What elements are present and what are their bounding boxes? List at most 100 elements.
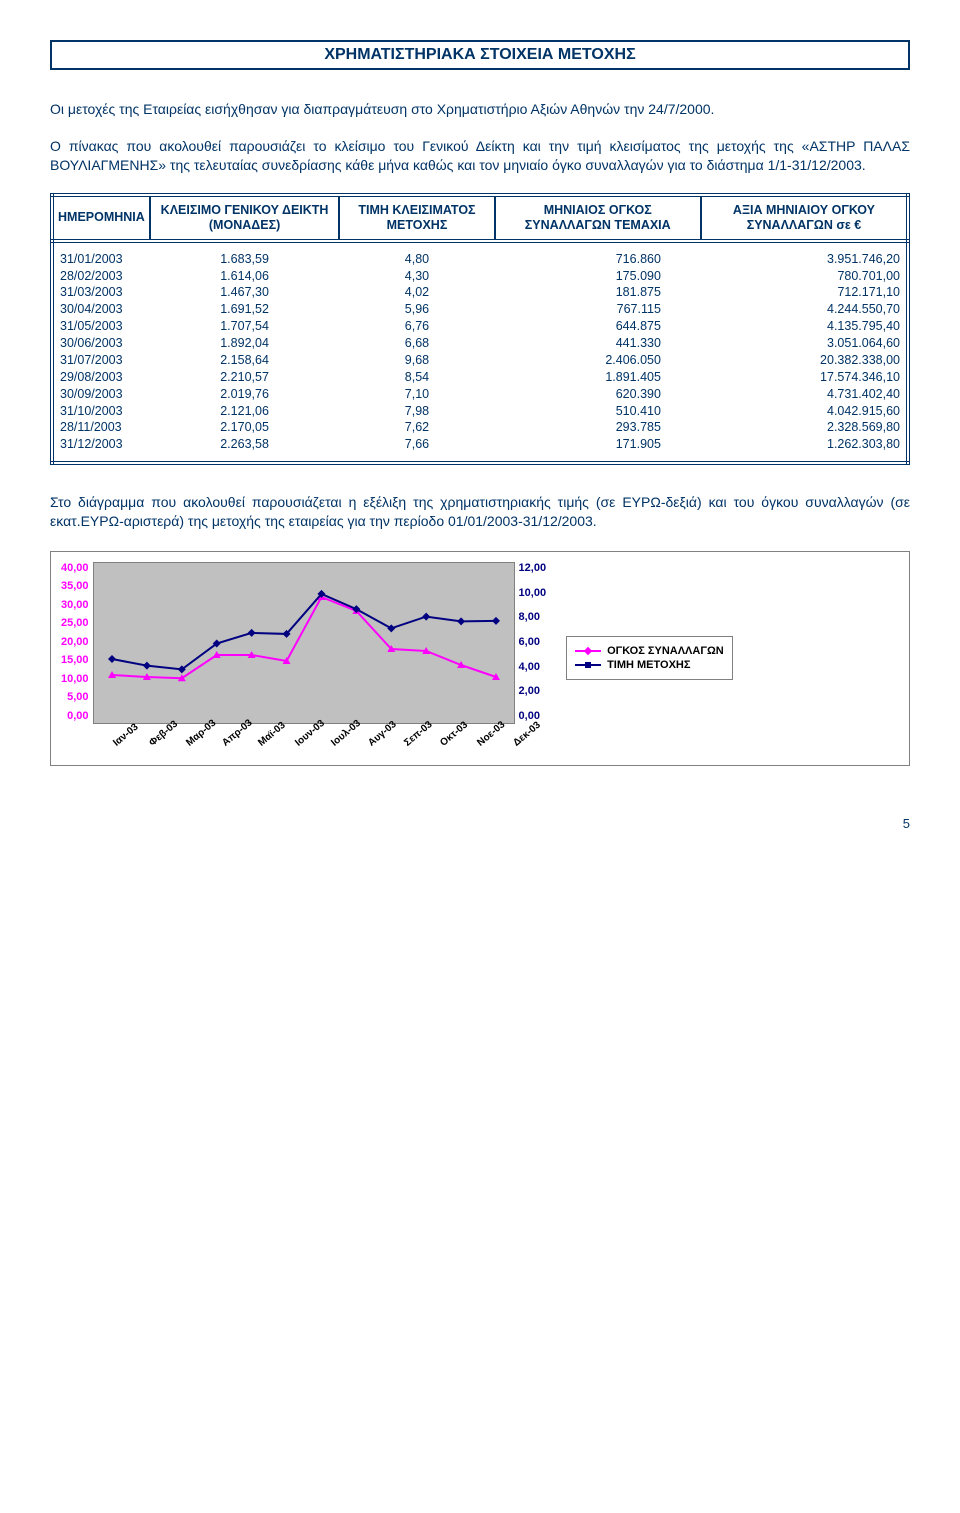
intro-paragraph-1: Οι μετοχές της Εταιρείας εισήχθησαν για … — [50, 100, 910, 119]
ytick-right: 4,00 — [519, 661, 547, 673]
cell-value: 4.042.915,60 — [701, 403, 908, 420]
cell-date: 28/02/2003 — [52, 268, 150, 285]
cell-date: 29/08/2003 — [52, 369, 150, 386]
cell-index: 1.892,04 — [150, 335, 340, 352]
cell-price: 4,80 — [339, 241, 494, 268]
cell-volume: 644.875 — [495, 318, 701, 335]
ytick-right: 10,00 — [519, 587, 547, 599]
cell-date: 31/05/2003 — [52, 318, 150, 335]
cell-index: 2.210,57 — [150, 369, 340, 386]
ytick-left: 40,00 — [61, 562, 89, 574]
cell-volume: 175.090 — [495, 268, 701, 285]
cell-date: 28/11/2003 — [52, 419, 150, 436]
cell-value: 17.574.346,10 — [701, 369, 908, 386]
cell-value: 3.951.746,20 — [701, 241, 908, 268]
cell-volume: 441.330 — [495, 335, 701, 352]
ytick-right: 0,00 — [519, 710, 547, 722]
legend-marker-volume — [575, 650, 601, 652]
cell-date: 31/07/2003 — [52, 352, 150, 369]
cell-volume: 2.406.050 — [495, 352, 701, 369]
cell-value: 1.262.303,80 — [701, 436, 908, 463]
table-row: 31/12/20032.263,587,66171.9051.262.303,8… — [52, 436, 908, 463]
table-row: 31/03/20031.467,304,02181.875712.171,10 — [52, 284, 908, 301]
ytick-left: 10,00 — [61, 673, 89, 685]
cell-index: 1.707,54 — [150, 318, 340, 335]
ytick-left: 0,00 — [61, 710, 89, 722]
ytick-right: 12,00 — [519, 562, 547, 574]
ytick-right: 8,00 — [519, 611, 547, 623]
ytick-left: 35,00 — [61, 580, 89, 592]
cell-index: 1.691,52 — [150, 301, 340, 318]
cell-value: 3.051.064,60 — [701, 335, 908, 352]
cell-price: 4,02 — [339, 284, 494, 301]
cell-volume: 293.785 — [495, 419, 701, 436]
cell-index: 1.614,06 — [150, 268, 340, 285]
cell-volume: 171.905 — [495, 436, 701, 463]
chart-svg — [94, 563, 514, 723]
ytick-left: 20,00 — [61, 636, 89, 648]
cell-price: 6,68 — [339, 335, 494, 352]
y-axis-left: 40,00 35,00 30,00 25,00 20,00 15,00 10,00 5,00 0… — [61, 562, 93, 722]
cell-volume: 716.860 — [495, 241, 701, 268]
table-row: 31/05/20031.707,546,76644.8754.135.795,4… — [52, 318, 908, 335]
stock-data-table: ΗΜΕΡΟΜΗΝΙΑ ΚΛΕΙΣΙΜΟ ΓΕΝΙΚΟΥ ΔΕΙΚΤΗ (ΜΟΝΑ… — [50, 193, 910, 466]
cell-index: 1.467,30 — [150, 284, 340, 301]
cell-date: 31/12/2003 — [52, 436, 150, 463]
chart-plot-area: 40,00 35,00 30,00 25,00 20,00 15,00 10,00 5,00 0… — [61, 562, 546, 755]
legend-item-price: ΤΙΜΗ ΜΕΤΟΧΗΣ — [575, 659, 724, 671]
cell-volume: 767.115 — [495, 301, 701, 318]
cell-index: 2.170,05 — [150, 419, 340, 436]
section-title-box: ΧΡΗΜΑΤΙΣΤΗΡΙΑΚΑ ΣΤΟΙΧΕΙΑ ΜΕΤΟΧΗΣ — [50, 40, 910, 70]
col-header-date: ΗΜΕΡΟΜΗΝΙΑ — [52, 195, 150, 241]
cell-index: 2.263,58 — [150, 436, 340, 463]
cell-index: 1.683,59 — [150, 241, 340, 268]
cell-value: 4.244.550,70 — [701, 301, 908, 318]
section-title: ΧΡΗΜΑΤΙΣΤΗΡΙΑΚΑ ΣΤΟΙΧΕΙΑ ΜΕΤΟΧΗΣ — [62, 46, 898, 64]
cell-value: 4.731.402,40 — [701, 386, 908, 403]
cell-date: 30/09/2003 — [52, 386, 150, 403]
cell-price: 7,98 — [339, 403, 494, 420]
chart-intro-paragraph: Στο διάγραμμα που ακολουθεί παρουσιάζετα… — [50, 493, 910, 531]
cell-price: 8,54 — [339, 369, 494, 386]
ytick-left: 30,00 — [61, 599, 89, 611]
cell-price: 7,66 — [339, 436, 494, 463]
table-row: 31/07/20032.158,649,682.406.05020.382.33… — [52, 352, 908, 369]
page-number: 5 — [50, 816, 910, 831]
cell-volume: 1.891.405 — [495, 369, 701, 386]
table-row: 30/09/20032.019,767,10620.3904.731.402,4… — [52, 386, 908, 403]
cell-value: 20.382.338,00 — [701, 352, 908, 369]
cell-volume: 620.390 — [495, 386, 701, 403]
cell-volume: 181.875 — [495, 284, 701, 301]
table-row: 28/02/20031.614,064,30175.090780.701,00 — [52, 268, 908, 285]
cell-price: 5,96 — [339, 301, 494, 318]
cell-index: 2.019,76 — [150, 386, 340, 403]
cell-price: 4,30 — [339, 268, 494, 285]
table-row: 29/08/20032.210,578,541.891.40517.574.34… — [52, 369, 908, 386]
col-header-volume: ΜΗΝΙΑΙΟΣ ΟΓΚΟΣ ΣΥΝΑΛΛΑΓΩΝ ΤΕΜΑΧΙΑ — [495, 195, 701, 241]
col-header-value: ΑΞΙΑ ΜΗΝΙΑΙΟΥ ΟΓΚΟΥ ΣΥΝΑΛΛΑΓΩΝ σε € — [701, 195, 908, 241]
col-header-index: ΚΛΕΙΣΙΜΟ ΓΕΝΙΚΟΥ ΔΕΙΚΤΗ (ΜΟΝΑΔΕΣ) — [150, 195, 340, 241]
table-row: 30/06/20031.892,046,68441.3303.051.064,6… — [52, 335, 908, 352]
ytick-right: 6,00 — [519, 636, 547, 648]
cell-date: 31/10/2003 — [52, 403, 150, 420]
cell-index: 2.158,64 — [150, 352, 340, 369]
cell-date: 31/03/2003 — [52, 284, 150, 301]
table-row: 30/04/20031.691,525,96767.1154.244.550,7… — [52, 301, 908, 318]
cell-index: 2.121,06 — [150, 403, 340, 420]
cell-price: 7,10 — [339, 386, 494, 403]
table-row: 28/11/20032.170,057,62293.7852.328.569,8… — [52, 419, 908, 436]
ytick-left: 15,00 — [61, 654, 89, 666]
cell-value: 4.135.795,40 — [701, 318, 908, 335]
chart-plot — [93, 562, 515, 724]
chart-container: 40,00 35,00 30,00 25,00 20,00 15,00 10,00 5,00 0… — [50, 551, 910, 766]
ytick-left: 5,00 — [61, 691, 89, 703]
legend-label-price: ΤΙΜΗ ΜΕΤΟΧΗΣ — [607, 659, 690, 671]
cell-date: 30/04/2003 — [52, 301, 150, 318]
legend-label-volume: ΟΓΚΟΣ ΣΥΝΑΛΛΑΓΩΝ — [607, 645, 724, 657]
x-axis: Ιαν-03Φεβ-03Μαρ-03Απρ-03Μαϊ-03Ιουν-03Ιου… — [101, 728, 521, 755]
legend-marker-price — [575, 664, 601, 666]
table-row: 31/01/20031.683,594,80716.8603.951.746,2… — [52, 241, 908, 268]
cell-price: 9,68 — [339, 352, 494, 369]
cell-value: 712.171,10 — [701, 284, 908, 301]
ytick-left: 25,00 — [61, 617, 89, 629]
